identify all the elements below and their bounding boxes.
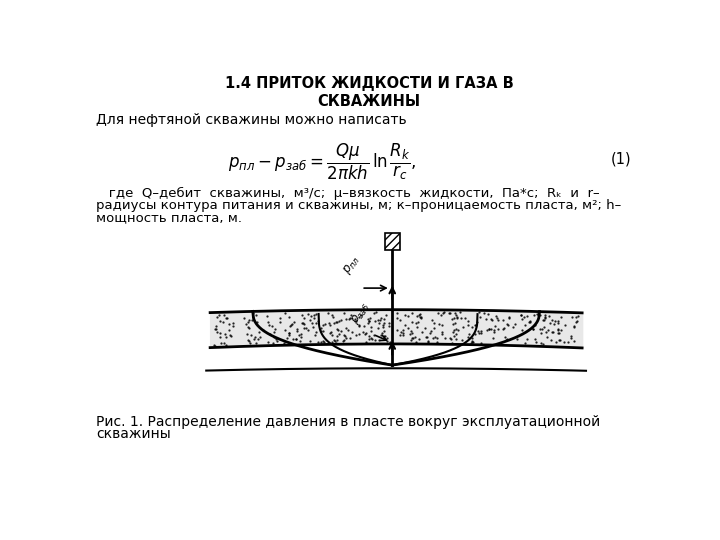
Text: Для нефтяной скважины можно написать: Для нефтяной скважины можно написать [96, 112, 407, 126]
Text: $p_{\mathit{заб}}$: $p_{\mathit{заб}}$ [348, 299, 374, 327]
Text: $p_{\mathit{пл}}$: $p_{\mathit{пл}}$ [341, 252, 364, 276]
Text: где  Q–дебит  скважины,  м³/с;  μ–вязкость  жидкости,  Па*с;  Rₖ  и  r⁣–: где Q–дебит скважины, м³/с; μ–вязкость ж… [96, 186, 600, 200]
Text: скважины: скважины [96, 428, 171, 442]
Text: мощность пласта, м.: мощность пласта, м. [96, 211, 242, 224]
Text: (1): (1) [611, 151, 631, 166]
Text: радиусы контура питания и скважины, м; к–проницаемость пласта, м²; h–: радиусы контура питания и скважины, м; к… [96, 199, 621, 212]
Text: $p_{\mathit{пл}} - p_{\mathit{заб}} = \dfrac{Q\mu}{2\pi kh}\,\ln\dfrac{R_k}{r_c}: $p_{\mathit{пл}} - p_{\mathit{заб}} = \d… [228, 142, 417, 182]
Text: 1.4 ПРИТОК ЖИДКОСТИ И ГАЗА В
СКВАЖИНЫ: 1.4 ПРИТОК ЖИДКОСТИ И ГАЗА В СКВАЖИНЫ [225, 76, 513, 109]
Text: Рис. 1. Распределение давления в пласте вокруг эксплуатационной: Рис. 1. Распределение давления в пласте … [96, 415, 600, 429]
Bar [384, 233, 400, 249]
